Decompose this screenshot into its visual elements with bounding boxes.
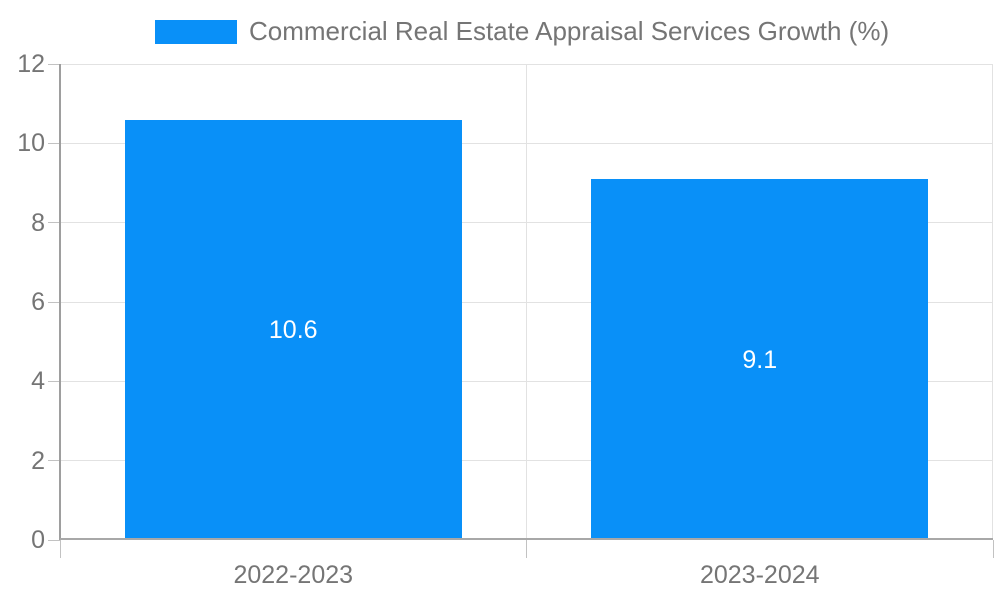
bar-value-label: 10.6 xyxy=(268,315,318,344)
y-tick-label: 6 xyxy=(31,288,45,316)
x-axis-tick xyxy=(992,540,994,558)
x-axis-tick xyxy=(59,540,61,558)
y-tick-label: 0 xyxy=(31,526,45,554)
y-axis-tick xyxy=(48,301,60,303)
gridline-horizontal xyxy=(60,222,993,224)
gridline-horizontal xyxy=(60,63,993,65)
bar xyxy=(124,119,462,540)
y-axis-tick xyxy=(48,380,60,382)
y-tick-label: 8 xyxy=(31,208,45,237)
y-tick-label: 12 xyxy=(17,50,45,78)
gridline-horizontal xyxy=(60,301,993,303)
y-axis-tick xyxy=(48,539,60,541)
gridline-vertical xyxy=(525,64,527,540)
legend: Commercial Real Estate Appraisal Service… xyxy=(155,16,889,47)
gridline-horizontal xyxy=(60,142,993,144)
y-tick-label: 10 xyxy=(17,129,45,158)
y-axis-tick xyxy=(48,63,60,65)
legend-swatch xyxy=(155,19,237,44)
y-axis-tick xyxy=(48,222,60,224)
y-axis-tick xyxy=(48,460,60,462)
y-tick-label: 4 xyxy=(31,367,45,396)
bar-value-label: 9.1 xyxy=(742,345,778,374)
legend-label: Commercial Real Estate Appraisal Service… xyxy=(249,16,890,46)
x-axis-line xyxy=(60,538,993,540)
x-axis-label: 2022-2023 xyxy=(233,561,354,589)
gridline-vertical xyxy=(992,64,993,540)
y-axis-tick xyxy=(48,142,60,144)
x-axis-label: 2023-2024 xyxy=(699,561,820,589)
y-tick-label: 2 xyxy=(31,446,45,475)
plot-area: 0 2 4 6 8 10 12 10.6 2022-2023 9.1 2023-2024 xyxy=(17,50,994,589)
gridline-horizontal xyxy=(60,460,993,462)
bar xyxy=(591,179,929,540)
y-axis-line xyxy=(59,64,61,540)
x-axis-tick xyxy=(526,540,527,558)
gridline-horizontal xyxy=(60,380,993,382)
